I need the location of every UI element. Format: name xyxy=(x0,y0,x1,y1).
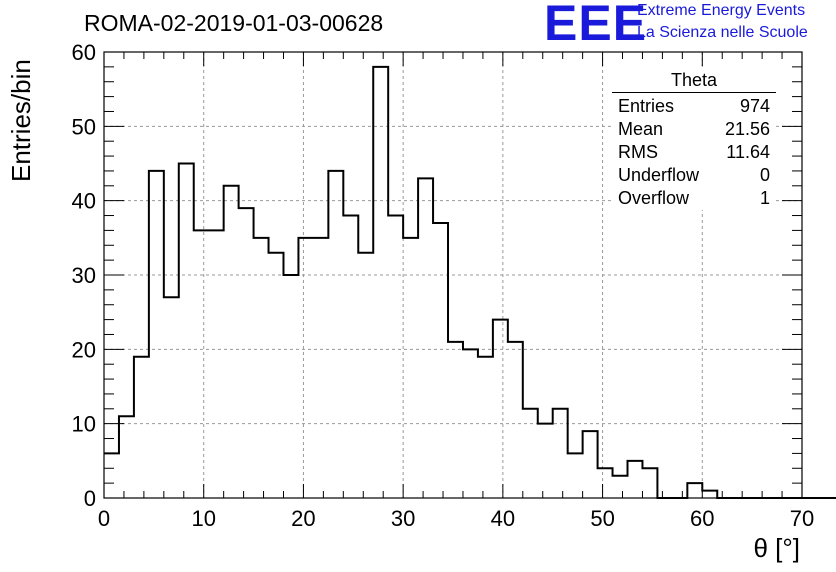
histogram-bin xyxy=(478,357,493,498)
y-axis-label: Entries/bin xyxy=(6,59,36,182)
histogram-bin xyxy=(523,409,538,498)
x-tick-label: 40 xyxy=(491,506,515,531)
histogram-bin xyxy=(628,461,643,498)
histogram-bin xyxy=(358,253,373,498)
x-axis-label: θ [°] xyxy=(753,533,800,563)
histogram-bin xyxy=(388,216,403,498)
histogram-bin xyxy=(194,230,209,498)
x-tick-label: 50 xyxy=(590,506,614,531)
histogram-bin xyxy=(493,320,508,498)
org-name: Extreme Energy Events xyxy=(637,2,806,19)
stats-box: Theta Entries 974 Mean 21.56 RMS 11.64 U… xyxy=(612,70,776,210)
y-tick-label: 10 xyxy=(72,412,96,437)
histogram-bin xyxy=(403,238,418,498)
histogram-outline xyxy=(104,65,836,499)
histogram-bin xyxy=(209,230,224,498)
histogram-bin xyxy=(119,416,134,498)
histogram-bin xyxy=(433,223,448,498)
stats-label: Underflow xyxy=(618,165,700,185)
stats-label: Entries xyxy=(618,96,675,116)
histogram-bin xyxy=(254,238,269,498)
histogram-bars xyxy=(104,65,836,499)
histogram-bin xyxy=(343,216,358,498)
x-tick-label: 10 xyxy=(191,506,215,531)
histogram-bin xyxy=(179,164,194,499)
stats-value: 21.56 xyxy=(724,119,770,139)
stats-value: 11.64 xyxy=(726,142,770,162)
stats-label: Mean xyxy=(618,119,664,139)
histogram-bin xyxy=(313,238,328,498)
y-tick-label: 40 xyxy=(72,189,96,214)
stats-title: Theta xyxy=(612,70,776,93)
x-tick-label: 30 xyxy=(391,506,415,531)
org-subtitle: La Scienza nelle Scuole xyxy=(637,24,808,41)
axis-ticks xyxy=(103,51,803,499)
histogram-bin xyxy=(583,431,598,498)
histogram-bin xyxy=(224,186,239,498)
stats-row-overflow: Overflow 1 xyxy=(612,187,776,210)
histogram-bin xyxy=(642,468,657,498)
stats-row-rms: RMS 11.64 xyxy=(612,141,776,164)
histogram-bin xyxy=(134,357,149,498)
histogram-bin xyxy=(104,453,119,498)
eee-logo: EEE xyxy=(544,0,648,51)
x-tick-labels: 0 10 20 30 40 50 60 70 xyxy=(98,506,814,531)
y-tick-label: 60 xyxy=(72,40,96,65)
histogram-bin xyxy=(448,342,463,498)
stats-label: Overflow xyxy=(618,188,690,208)
histogram-bin xyxy=(298,238,313,498)
chart-title: ROMA-02-2019-01-03-00628 xyxy=(84,10,384,36)
histogram-bin xyxy=(463,349,478,498)
x-tick-label: 0 xyxy=(98,506,110,531)
histogram-bin xyxy=(553,409,568,498)
x-tick-label: 70 xyxy=(790,506,814,531)
y-tick-label: 50 xyxy=(72,114,96,139)
histogram-bin xyxy=(687,483,702,498)
y-tick-label: 20 xyxy=(72,337,96,362)
y-tick-label: 0 xyxy=(84,486,96,511)
histogram-bin xyxy=(283,275,298,498)
stats-row-entries: Entries 974 xyxy=(612,95,776,118)
histogram-bin xyxy=(508,342,523,498)
stats-label: RMS xyxy=(618,142,658,162)
histogram-bin xyxy=(538,424,553,498)
histogram-bin xyxy=(373,67,388,498)
x-tick-label: 20 xyxy=(291,506,315,531)
stats-row-underflow: Underflow 0 xyxy=(612,164,776,187)
y-tick-label: 30 xyxy=(72,263,96,288)
y-tick-labels: 0 10 20 30 40 50 60 xyxy=(72,40,96,511)
x-tick-label: 60 xyxy=(690,506,714,531)
stats-value: 1 xyxy=(759,188,770,208)
histogram-bin xyxy=(149,171,164,498)
histogram-bin xyxy=(418,178,433,498)
histogram-bin xyxy=(598,468,613,498)
stats-row-mean: Mean 21.56 xyxy=(612,118,776,141)
histogram-bin xyxy=(164,297,179,498)
histogram-bin xyxy=(328,171,343,498)
histogram-bin xyxy=(568,453,583,498)
histogram-bin xyxy=(239,208,254,498)
histogram-bin xyxy=(702,491,717,498)
stats-value: 0 xyxy=(759,165,770,185)
histogram-bin xyxy=(269,253,284,498)
stats-value: 974 xyxy=(739,96,770,116)
histogram-bin xyxy=(613,476,628,498)
